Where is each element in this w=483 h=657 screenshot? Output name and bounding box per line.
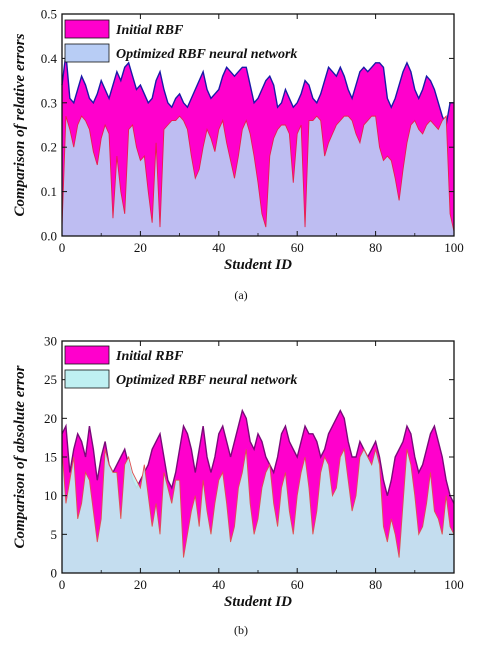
- x-tick-label: 60: [291, 240, 304, 255]
- legend-swatch-1: [64, 369, 110, 389]
- y-tick-label: 0.0: [41, 229, 57, 244]
- y-tick-label: 0.1: [41, 184, 57, 199]
- legend-label-0: Initial RBF: [115, 23, 184, 38]
- y-tick-label: 5: [51, 527, 58, 542]
- x-tick-label: 20: [134, 240, 147, 255]
- y-tick-label: 0.5: [41, 7, 57, 22]
- series-area-1: [62, 449, 454, 573]
- y-axis-title: Comparison of absolute error: [12, 365, 28, 548]
- x-tick-label: 80: [369, 240, 382, 255]
- series-line-0: [61, 53, 454, 128]
- panel-caption: (a): [234, 288, 247, 302]
- x-tick-label: 0: [59, 240, 66, 255]
- x-tick-label: 100: [444, 577, 464, 592]
- panel-caption: (b): [234, 623, 248, 637]
- x-tick-label: 80: [369, 577, 382, 592]
- legend-label-1: Optimized RBF neural network: [116, 47, 297, 62]
- panel-a-relative-errors: 0 20 40 60 80 100 0.0 0.1 0.2 0.3 0.4 0.5 Student ID…: [12, 7, 464, 303]
- y-tick-label: 10: [44, 488, 57, 503]
- x-tick-label: 20: [134, 577, 147, 592]
- y-tick-label: 15: [44, 450, 57, 465]
- x-tick-label: 100: [444, 240, 464, 255]
- y-tick-label: 0: [51, 566, 58, 581]
- x-tick-label: 60: [291, 577, 304, 592]
- x-tick-label: 40: [212, 577, 225, 592]
- x-tick-label: 40: [212, 240, 225, 255]
- y-tick-label: 30: [44, 334, 57, 349]
- panel-b-absolute-error: 0 20 40 60 80 100 0 5 10 15 20 25 30 Student ID Compar…: [12, 334, 464, 638]
- y-tick-label: 0.3: [41, 95, 57, 110]
- y-axis-title: Comparison of relative errors: [12, 33, 28, 216]
- y-tick-label: 20: [44, 411, 57, 426]
- series-line-1: [61, 447, 455, 558]
- series-line-1: [61, 114, 455, 232]
- x-axis-title: Student ID: [224, 257, 292, 273]
- legend-label-1: Optimized RBF neural network: [116, 373, 297, 388]
- y-tick-label: 25: [44, 372, 57, 387]
- y-tick-label: 0.4: [41, 51, 58, 66]
- y-tick-label: 0.2: [41, 140, 57, 155]
- x-tick-label: 0: [59, 577, 66, 592]
- legend-swatch-0: [64, 345, 110, 365]
- legend-swatch-1: [64, 43, 110, 63]
- legend-swatch-0: [64, 19, 110, 39]
- legend-label-0: Initial RBF: [115, 349, 184, 364]
- x-axis-title: Student ID: [224, 594, 292, 610]
- series-area-1: [62, 116, 454, 236]
